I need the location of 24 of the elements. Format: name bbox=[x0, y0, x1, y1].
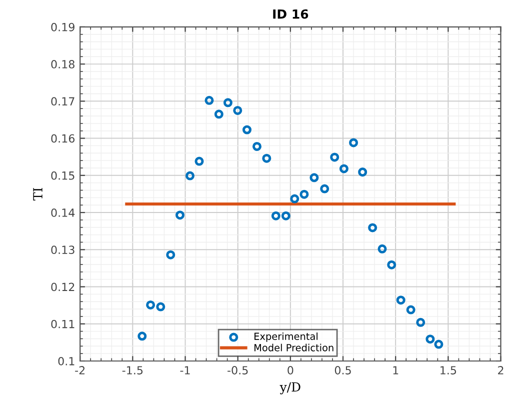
x-tick-label: 0.5 bbox=[334, 366, 351, 374]
y-axis-title: TI bbox=[33, 188, 42, 200]
x-tick-label: -1 bbox=[180, 366, 190, 374]
y-tick-label: 0.15 bbox=[51, 171, 74, 180]
x-tick-label: 1.5 bbox=[440, 366, 456, 374]
legend-label: Experimental bbox=[254, 332, 318, 342]
x-tick-label: 2 bbox=[498, 366, 504, 374]
y-tick-label: 0.17 bbox=[51, 97, 74, 106]
x-tick-label: 1 bbox=[393, 366, 398, 374]
x-tick-label: 0 bbox=[288, 366, 294, 374]
x-tick-label: -0.5 bbox=[228, 366, 248, 374]
y-tick-label: 0.14 bbox=[51, 208, 75, 217]
y-tick-label: 0.11 bbox=[51, 320, 74, 328]
x-tick-label: -1.5 bbox=[122, 366, 143, 374]
legend-label: Model Prediction bbox=[254, 344, 334, 352]
y-tick-label: 0.18 bbox=[51, 60, 74, 68]
x-axis-title: y/D bbox=[280, 382, 300, 394]
x-tick-label: -2 bbox=[75, 366, 85, 374]
y-tick-label: 0.12 bbox=[51, 282, 74, 292]
y-tick-label: 0.16 bbox=[51, 134, 75, 143]
y-tick-label: 0.1 bbox=[58, 356, 74, 366]
chart-title: ID 16 bbox=[273, 9, 308, 19]
y-tick-label: 0.19 bbox=[51, 22, 74, 32]
y-tick-label: 0.13 bbox=[51, 246, 74, 254]
